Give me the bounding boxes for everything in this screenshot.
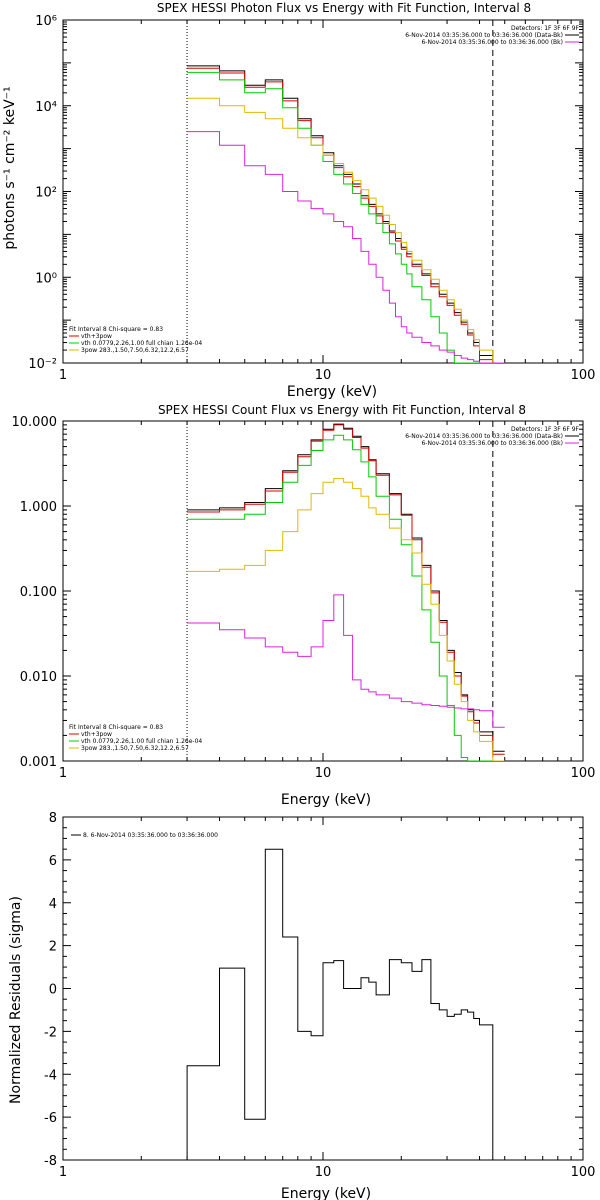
- y-tick-label: -6: [44, 1111, 57, 1126]
- y-tick-label: 10.000: [12, 415, 58, 430]
- x-axis-label: Energy (keV): [281, 1186, 371, 1200]
- panel-title: SPEX HESSI Photon Flux vs Energy with Fi…: [157, 1, 531, 15]
- series-line-3: [187, 97, 505, 363]
- series-line-4: [187, 131, 505, 363]
- series-line-0: [186, 848, 494, 1160]
- legend-entry: 6-Nov-2014 03:35:36.000 to 03:36:36.000 …: [421, 39, 563, 46]
- x-tick-label: 1: [59, 368, 67, 383]
- y-tick-label: 0.100: [20, 585, 57, 600]
- x-tick-label: 10: [315, 1165, 332, 1180]
- y-tick-label: 1.000: [20, 500, 57, 515]
- legend-entry: 6-Nov-2014 03:35:36.000 to 03:36:36.000 …: [405, 433, 563, 440]
- legend-entry: vth+3pow: [81, 731, 112, 738]
- legend-entry: Fit Interval 8 Chi-square = 0.83: [69, 326, 163, 333]
- y-tick-label: 2: [49, 940, 57, 955]
- y-tick-label: 10⁶: [35, 14, 57, 29]
- y-tick-label: -8: [44, 1154, 57, 1169]
- count-flux-panel: SPEX HESSI Count Flux vs Energy with Fit…: [12, 403, 596, 808]
- series-line-0: [187, 423, 505, 752]
- series-line-1: [187, 424, 505, 755]
- legend-entry: Fit Interval 8 Chi-square = 0.83: [69, 724, 163, 731]
- legend-entry: vth 0.0779,2.26,1.00 full chian 1.26e-04: [81, 340, 202, 347]
- y-tick-label: 0: [49, 983, 57, 998]
- x-tick-label: 1: [59, 766, 67, 781]
- x-tick-label: 10: [315, 766, 332, 781]
- legend-entry: 3pow 283.,1.50,7.50,6.32,12.2,6.57: [81, 347, 189, 354]
- legend-entry: 6-Nov-2014 03:35:36.000 to 03:36:36.000 …: [421, 440, 563, 447]
- y-axis-label: Normalized Residuals (sigma): [8, 896, 24, 1104]
- y-tick-label: -2: [44, 1025, 57, 1040]
- x-axis-label: Energy (keV): [281, 792, 371, 808]
- x-tick-label: 100: [571, 1165, 596, 1180]
- y-tick-label: 10⁻²: [28, 357, 57, 372]
- x-axis-label: Energy (keV): [287, 384, 377, 400]
- y-tick-label: 4: [49, 897, 57, 912]
- y-tick-label: 10²: [35, 186, 57, 201]
- y-tick-label: 0.010: [20, 670, 57, 685]
- legend-entry: 3pow 283.,1.50,7.50,6.32,12.2,6.57: [81, 745, 189, 752]
- legend-entry: 8. 6-Nov-2014 03:35:36.000 to 03:36:36.0…: [83, 832, 218, 839]
- legend-entry: Detectors: 1F 3F 6F 9F: [511, 25, 580, 32]
- panel-title: SPEX HESSI Count Flux vs Energy with Fit…: [158, 403, 526, 417]
- series-line-2: [187, 434, 505, 761]
- y-tick-label: 10⁴: [35, 100, 57, 115]
- x-tick-label: 100: [571, 766, 596, 781]
- series-line-3: [187, 478, 505, 761]
- series-line-0: [187, 65, 505, 363]
- x-tick-label: 10: [315, 368, 332, 383]
- y-axis-label: photons s⁻¹ cm⁻² keV⁻¹: [2, 86, 18, 249]
- series-line-4: [187, 594, 505, 728]
- legend-entry: Detectors: 1F 3F 6F 9F: [511, 426, 580, 433]
- y-tick-label: 8: [49, 811, 57, 826]
- y-tick-label: 10⁰: [35, 271, 57, 286]
- legend-entry: vth+3pow: [81, 333, 112, 340]
- x-tick-label: 1: [59, 1165, 67, 1180]
- series-line-1: [187, 67, 505, 363]
- plot-frame: [62, 19, 584, 364]
- y-tick-label: -4: [44, 1068, 57, 1083]
- residuals-panel: Energy (keV) Normalized Residuals (sigma…: [8, 811, 595, 1200]
- legend-entry: vth 0.0779,2.26,1.00 full chian 1.26e-04: [81, 738, 202, 745]
- photon-flux-panel: SPEX HESSI Photon Flux vs Energy with Fi…: [2, 1, 595, 400]
- y-tick-label: 0.001: [20, 755, 57, 770]
- series-line-2: [187, 71, 505, 363]
- plot-frame: [62, 420, 584, 762]
- legend-entry: 6-Nov-2014 03:35:36.000 to 03:36:36.000 …: [405, 32, 563, 39]
- x-tick-label: 100: [571, 368, 596, 383]
- y-tick-label: 6: [49, 854, 57, 869]
